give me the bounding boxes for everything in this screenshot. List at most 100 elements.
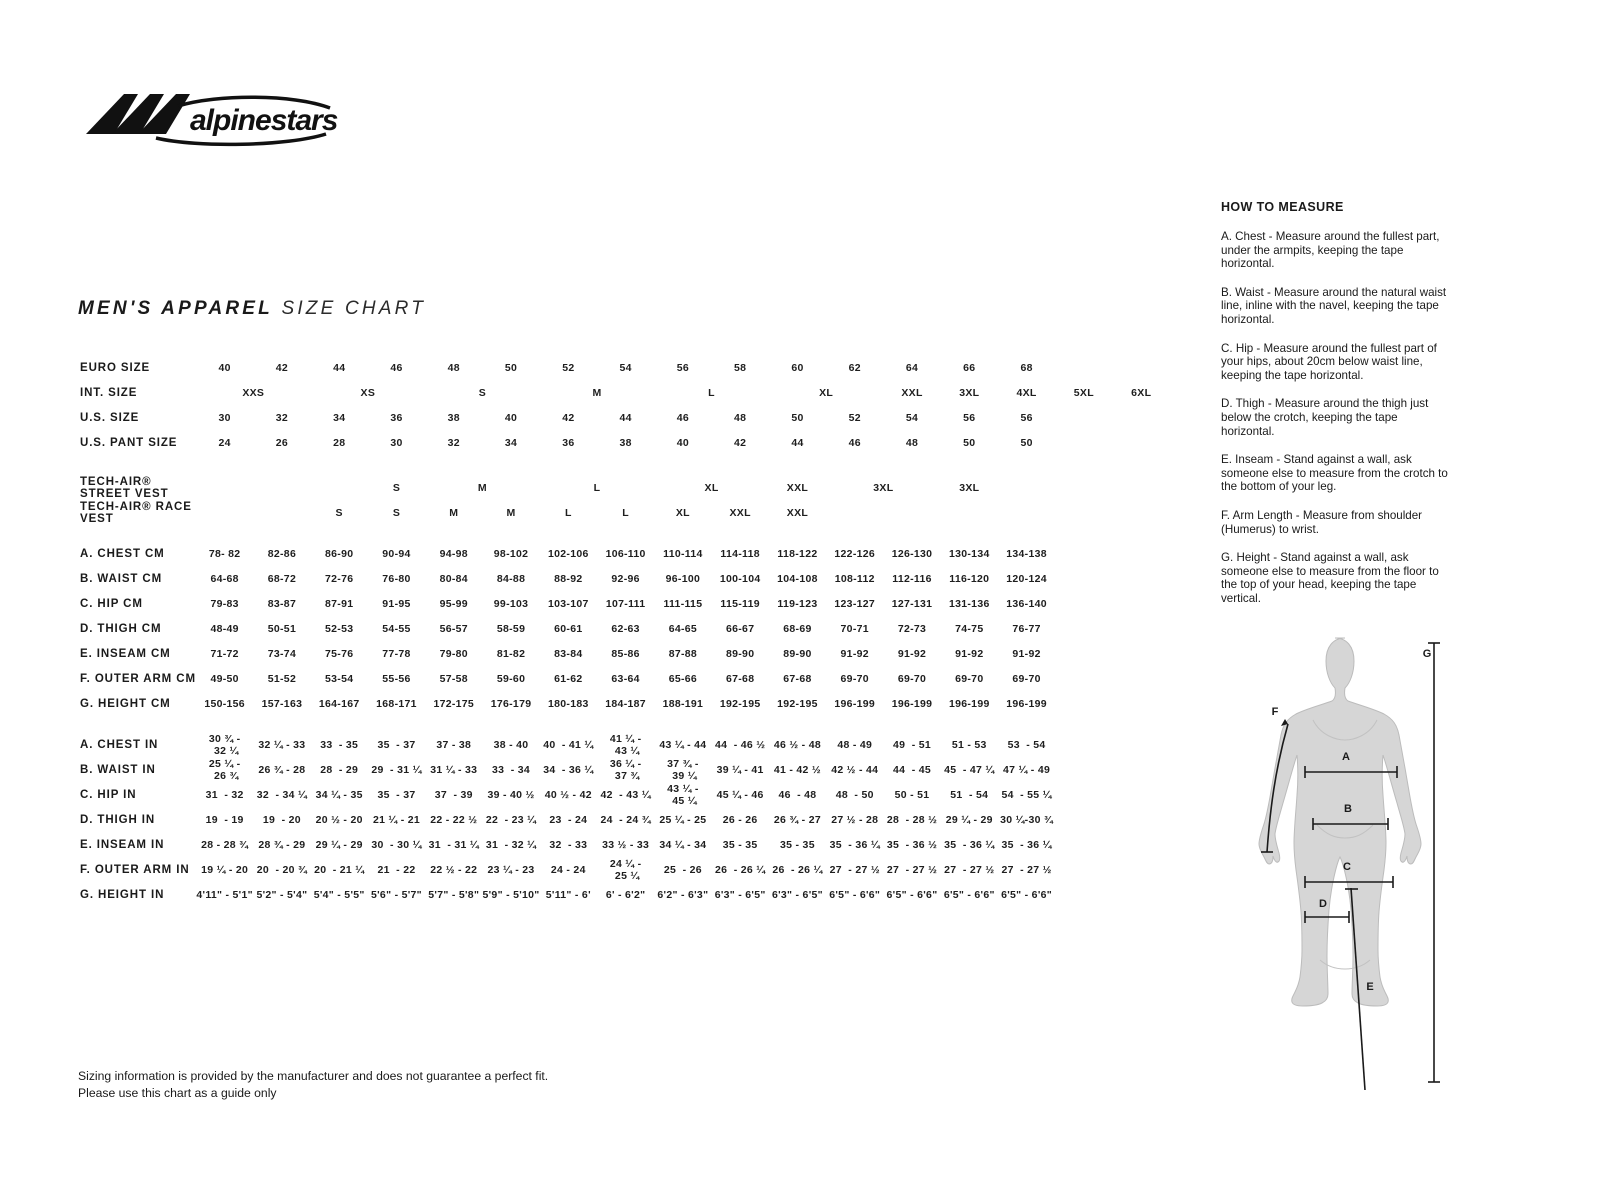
measure-arrows — [1261, 642, 1440, 1091]
cell-u-s-size-8: 46 — [676, 411, 690, 424]
cell-g-height-in-5: 5'9" - 5'10" — [482, 888, 540, 901]
cell-c-hip-in-0: 31 - 32 — [205, 788, 244, 801]
cell-e-inseam-cm-4: 79-80 — [439, 647, 468, 660]
cell-a-chest-in-1: 32 ¼ - 33 — [258, 738, 306, 751]
cell-f-outer-arm-cm-9: 67-68 — [725, 672, 755, 685]
row-label-tech-air-race-vest: TECH-AIR® RACE VEST — [80, 500, 192, 525]
cell-d-thigh-in-14: 30 ¼-30 ¾ — [1000, 813, 1054, 826]
table-row: U.S. PANT SIZE 24 26 28 30 32 34 36 38 40 42 44 46 48… — [78, 430, 1170, 455]
cell-f-outer-arm-cm-2: 53-54 — [325, 672, 354, 685]
table-row: G. HEIGHT CM 150-156 157-163 164-167 168-171… — [78, 691, 1170, 716]
how-to-measure-item: B. Waist - Measure around the natural wa… — [1221, 285, 1447, 326]
figure-label-waist: B — [1344, 803, 1352, 815]
table-row: B. WAIST CM 64-68 68-72 72-76 76-80 80-84 84-8… — [78, 566, 1170, 591]
cell-g-height-cm-11: 196-199 — [834, 697, 876, 710]
cell-f-outer-arm-in-14: 27 - 27 ½ — [1001, 863, 1052, 876]
cell-e-inseam-in-4: 31 - 31 ¼ — [428, 838, 479, 851]
page-title-light: SIZE CHART — [281, 298, 427, 319]
cell-e-inseam-cm-0: 71-72 — [210, 647, 239, 660]
row-label-g-height-in: G. HEIGHT IN — [80, 888, 165, 901]
cell-f-outer-arm-in-12: 27 - 27 ½ — [886, 863, 938, 876]
cell-g-height-cm-7: 184-187 — [605, 697, 646, 710]
cell-euro-size-13: 66 — [963, 361, 976, 374]
cell-tech-air-race-vest-1: S — [335, 506, 343, 519]
table-row: A. CHEST CM 78- 82 82-86 86-90 90-94 94-98 98-… — [78, 541, 1170, 566]
cell-b-waist-cm-5: 84-88 — [496, 572, 526, 585]
cell-g-height-cm-5: 176-179 — [490, 697, 532, 710]
cell-tech-air-street-vest-9 — [1055, 475, 1112, 500]
cell-f-outer-arm-in-1: 20 - 20 ¾ — [256, 863, 308, 876]
cell-b-waist-cm-10: 104-108 — [777, 572, 818, 585]
cell-a-chest-cm-14: 134-138 — [1006, 547, 1047, 560]
cell-u-s-pant-size-2: 28 — [333, 436, 346, 449]
cell-c-hip-in-5: 39 - 40 ½ — [487, 788, 535, 801]
cell-a-chest-cm-11: 122-126 — [834, 547, 876, 560]
figure-label-thigh: D — [1319, 898, 1327, 910]
cell-tech-air-race-vest-12 — [941, 500, 1113, 525]
cell-b-waist-cm-4: 80-84 — [439, 572, 468, 585]
cell-u-s-pant-size-10: 44 — [791, 436, 804, 449]
cell-tech-air-race-vest-7: XL — [675, 506, 690, 519]
cell-e-inseam-in-2: 29 ¼ - 29 — [315, 838, 363, 851]
how-to-measure-item: E. Inseam - Stand against a wall, ask so… — [1221, 453, 1448, 494]
cell-tech-air-street-vest-10 — [1113, 475, 1171, 500]
row-label-f-outer-arm-cm: F. OUTER ARM CM — [80, 672, 196, 685]
cell-f-outer-arm-cm-8: 65-66 — [668, 672, 698, 685]
cell-d-thigh-in-10: 26 ¾ - 27 — [773, 813, 821, 826]
cell-b-waist-cm-9: 100-104 — [719, 572, 761, 585]
how-to-measure-item: A. Chest - Measure around the fullest pa… — [1221, 230, 1440, 271]
cell-a-chest-in-14: 53 - 54 — [1007, 738, 1046, 751]
table-row: U.S. SIZE 30 32 34 36 38 40 42 44 46 48 50 52 54 56 56 — [78, 405, 1170, 430]
cell-d-thigh-in-7: 24 - 24 ¾ — [600, 813, 651, 826]
cell-c-hip-in-8: 43 ¼ - 45 ¼ — [667, 782, 699, 807]
cell-d-thigh-in-13: 29 ¼ - 29 — [945, 813, 993, 826]
cell-b-waist-in-5: 33 - 34 — [492, 763, 531, 776]
cell-tech-air-race-vest-4: M — [506, 506, 516, 519]
cell-a-chest-in-10: 46 ½ - 48 — [773, 738, 821, 751]
cell-d-thigh-in-0: 19 - 19 — [205, 813, 244, 826]
cell-u-s-pant-size-1: 26 — [275, 436, 289, 449]
page-title-bold: MEN'S APPAREL — [78, 298, 273, 319]
cell-f-outer-arm-cm-6: 61-62 — [554, 672, 583, 685]
table-spacer — [78, 525, 1170, 541]
cell-d-thigh-in-5: 22 - 23 ¼ — [485, 813, 537, 826]
cell-c-hip-in-13: 51 - 54 — [950, 788, 989, 801]
cell-f-outer-arm-cm-7: 63-64 — [611, 672, 640, 685]
cell-g-height-cm-0: 150-156 — [204, 697, 245, 710]
cell-e-inseam-cm-7: 85-86 — [611, 647, 640, 660]
cell-f-outer-arm-cm-5: 59-60 — [496, 672, 526, 685]
cell-b-waist-cm-3: 76-80 — [382, 572, 411, 585]
cell-tech-air-race-vest-6: L — [622, 506, 629, 519]
row-label-d-thigh-cm: D. THIGH CM — [80, 622, 162, 635]
cell-c-hip-cm-13: 131-136 — [948, 597, 990, 610]
cell-d-thigh-cm-1: 50-51 — [267, 622, 297, 635]
cell-int-size-0: XXS — [242, 386, 265, 399]
cell-f-outer-arm-in-0: 19 ¼ - 20 — [201, 863, 249, 876]
cell-c-hip-in-11: 48 - 50 — [835, 788, 874, 801]
table-row: F. OUTER ARM IN 19 ¼ - 20 20 - 20 ¾ 20 - 21… — [78, 857, 1170, 882]
alpinestars-logo: alpinestars — [78, 88, 348, 148]
cell-f-outer-arm-cm-14: 69-70 — [1012, 672, 1041, 685]
cell-c-hip-in-14: 54 - 55 ¼ — [1001, 788, 1052, 801]
cell-b-waist-cm-0: 64-68 — [210, 572, 239, 585]
cell-u-s-pant-size-9: 42 — [734, 436, 747, 449]
cell-a-chest-in-7: 41 ¼ - 43 ¼ — [609, 732, 642, 757]
cell-d-thigh-cm-5: 58-59 — [496, 622, 526, 635]
cell-d-thigh-cm-14: 76-77 — [1012, 622, 1041, 635]
cell-tech-air-street-vest-6: 3XL — [873, 481, 894, 494]
cell-c-hip-cm-10: 119-123 — [777, 597, 818, 610]
cell-d-thigh-cm-8: 64-65 — [668, 622, 698, 635]
cell-e-inseam-cm-10: 89-90 — [783, 647, 812, 660]
cell-u-s-size-12: 54 — [905, 411, 919, 424]
cell-g-height-in-2: 5'4" - 5'5" — [313, 888, 365, 901]
cell-f-outer-arm-in-2: 20 - 21 ¼ — [314, 863, 365, 876]
table-row: INT. SIZE XXS XS S M L XL XXL 3XL 4XL 5XL 6XL — [78, 380, 1170, 405]
cell-a-chest-in-13: 51 - 53 — [951, 738, 987, 751]
cell-e-inseam-in-10: 35 - 35 — [780, 838, 815, 851]
cell-euro-size-3: 46 — [390, 361, 403, 374]
cell-e-inseam-in-3: 30 - 30 ¼ — [371, 838, 422, 851]
cell-g-height-cm-14: 196-199 — [1006, 697, 1047, 710]
cell-g-height-cm-13: 196-199 — [948, 697, 990, 710]
svg-text:alpinestars: alpinestars — [190, 104, 338, 137]
cell-euro-size-0: 40 — [218, 361, 231, 374]
